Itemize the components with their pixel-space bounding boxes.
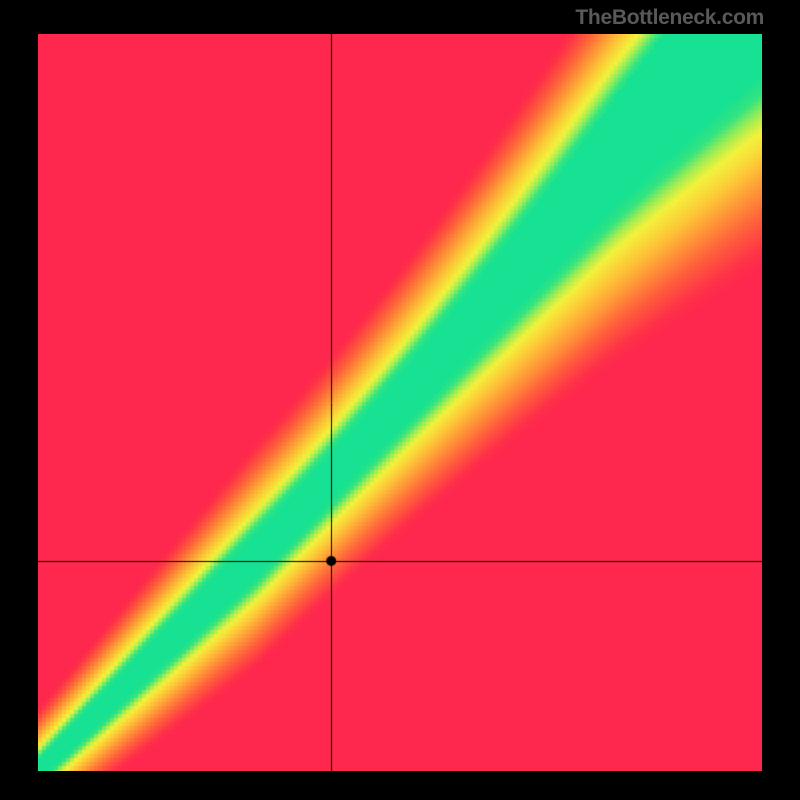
chart-container: TheBottleneck.com [0,0,800,800]
bottleneck-heatmap [38,34,762,771]
watermark-text: TheBottleneck.com [575,6,764,30]
